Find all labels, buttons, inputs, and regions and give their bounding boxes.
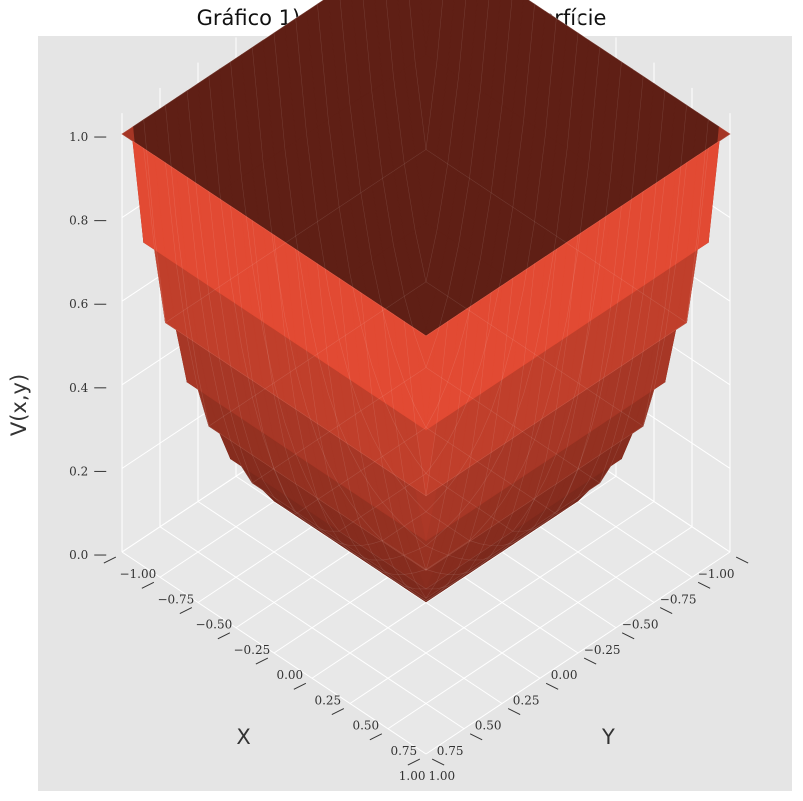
z-tick-label: 1.0	[69, 130, 88, 144]
x-tick-label: 0.00	[276, 668, 303, 682]
floor-grid-y	[235, 475, 541, 679]
surface-mesh-line	[403, 119, 709, 497]
surface-mesh-line	[385, 0, 687, 427]
floor-grid-y	[197, 501, 503, 704]
y-tick-label: 0.00	[551, 668, 578, 682]
surface-mesh-line	[273, 32, 579, 561]
z-tick-label: 0.8	[69, 214, 88, 228]
z-tick-label: 0.4	[69, 381, 88, 395]
y-tick-mark	[507, 708, 521, 716]
y-axis-label: Y	[601, 725, 615, 749]
x-tick-mark	[331, 708, 345, 716]
surface-mesh-line	[143, 0, 443, 324]
y-tick-label: 0.50	[475, 719, 502, 733]
floor-grid-y	[121, 551, 427, 755]
x-axis-label: X	[236, 725, 250, 749]
x-tick-mark	[217, 632, 231, 640]
tick-marks	[94, 136, 749, 766]
x-tick-label: −0.25	[233, 643, 270, 657]
surface-mesh-line	[295, 18, 601, 546]
floor-grid-y	[159, 526, 465, 730]
y-tick-mark	[621, 632, 635, 640]
surface-mesh-line	[208, 0, 513, 515]
x-tick-label: 0.25	[314, 693, 341, 707]
y-tick-mark	[697, 581, 711, 589]
floor-grid-x	[387, 526, 693, 730]
surface-mesh-line	[425, 133, 731, 337]
x-tick-label: 0.50	[352, 719, 379, 733]
y-tick-mark	[583, 657, 597, 665]
surface-mesh-line	[143, 119, 449, 497]
surface-patch	[414, 328, 438, 430]
surface-mesh-line	[273, 32, 579, 561]
surface-mesh-line	[165, 0, 467, 427]
y-tick-label: −0.50	[622, 618, 659, 632]
y-tick-mark	[659, 607, 673, 615]
surface-mesh-line	[360, 90, 666, 599]
surface-mesh-line	[208, 76, 514, 602]
surface-mesh-line	[251, 18, 557, 546]
z-axis-label: V(x,y)	[7, 374, 31, 436]
z-tick-label: 0.6	[69, 297, 88, 311]
x-tick-label: −1.00	[119, 567, 156, 581]
surface-mesh-line	[121, 0, 325, 135]
z-tick-label: 0.2	[69, 464, 88, 478]
y-tick-label: −0.75	[660, 592, 697, 606]
surface-mesh-line	[295, 47, 601, 575]
x-tick-label: 0.75	[390, 744, 417, 758]
surface-mesh-line	[251, 47, 557, 575]
surface-mesh-line	[317, 61, 622, 590]
y-tick-label: 0.25	[513, 693, 540, 707]
y-tick-label: 0.75	[437, 744, 464, 758]
x-tick-mark	[369, 733, 383, 741]
y-tick-mark	[545, 682, 559, 690]
x-tick-label: 1.00	[428, 769, 455, 783]
z-tick-label: 0.0	[69, 548, 88, 562]
y-tick-label: −0.25	[584, 643, 621, 657]
x-tick-mark	[255, 657, 269, 665]
potential-surface	[121, 0, 731, 603]
x-tick-mark	[179, 607, 193, 615]
floor-grid-x	[311, 475, 617, 679]
surface-mesh-line	[409, 0, 709, 324]
surface-mesh-line	[186, 0, 490, 484]
surface-mesh-line	[362, 0, 666, 484]
surface-mesh-line	[527, 0, 731, 135]
surface-mesh-line	[230, 4, 535, 532]
surface-mesh-line	[121, 133, 427, 337]
surface-mesh-line	[339, 0, 644, 515]
x-tick-mark	[141, 581, 155, 589]
axis-labels: −1.00−0.75−0.50−0.250.000.250.500.751.00…	[7, 130, 735, 783]
y-tick-mark	[735, 556, 749, 564]
x-tick-label: −0.50	[195, 618, 232, 632]
y-tick-mark	[469, 733, 483, 741]
surface-mesh-line	[165, 105, 470, 571]
surface-mesh-line	[186, 90, 492, 599]
y-tick-label: 1.00	[399, 769, 426, 783]
y-tick-label: −1.00	[698, 567, 735, 581]
floor-grid-x	[349, 501, 655, 704]
floor-grid-x	[425, 551, 731, 755]
surface-mesh-line	[382, 105, 687, 571]
y-tick-mark	[431, 758, 445, 766]
surface-mesh-line	[230, 61, 535, 590]
x-tick-mark	[103, 556, 117, 564]
surface-mesh-line	[338, 76, 644, 602]
x-tick-mark	[293, 682, 307, 690]
x-tick-mark	[407, 758, 421, 766]
surface-mesh-line	[317, 4, 622, 532]
x-tick-label: −0.75	[157, 592, 194, 606]
